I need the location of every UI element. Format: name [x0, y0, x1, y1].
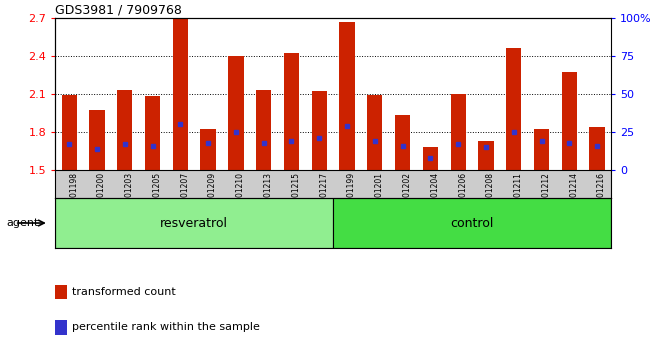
Bar: [506, 48, 521, 170]
Text: resveratrol: resveratrol: [160, 217, 228, 229]
Bar: [333, 198, 611, 248]
Text: GSM801211: GSM801211: [514, 172, 523, 218]
Text: GSM801215: GSM801215: [291, 172, 300, 218]
Text: percentile rank within the sample: percentile rank within the sample: [72, 322, 259, 332]
Text: GSM801213: GSM801213: [264, 172, 272, 218]
Bar: [284, 53, 299, 170]
Bar: [311, 91, 327, 170]
Text: control: control: [450, 217, 494, 229]
Bar: [422, 147, 438, 170]
Bar: [534, 129, 549, 170]
Text: GSM801203: GSM801203: [125, 172, 134, 218]
Bar: [367, 95, 382, 170]
Text: GSM801205: GSM801205: [153, 172, 161, 218]
Bar: [117, 90, 133, 170]
Text: GSM801208: GSM801208: [486, 172, 495, 218]
Text: GSM801200: GSM801200: [97, 172, 106, 218]
Bar: [339, 22, 355, 170]
Bar: [62, 95, 77, 170]
Bar: [478, 141, 493, 170]
Text: GSM801198: GSM801198: [69, 172, 78, 218]
Bar: [590, 127, 605, 170]
Text: GSM801206: GSM801206: [458, 172, 467, 218]
Bar: [200, 129, 216, 170]
Text: GSM801216: GSM801216: [597, 172, 606, 218]
Text: GSM801214: GSM801214: [569, 172, 578, 218]
Text: GSM801202: GSM801202: [402, 172, 411, 218]
Text: GSM801204: GSM801204: [430, 172, 439, 218]
Text: GDS3981 / 7909768: GDS3981 / 7909768: [55, 4, 182, 17]
Bar: [450, 94, 466, 170]
Bar: [228, 56, 244, 170]
Bar: [173, 18, 188, 170]
Bar: [89, 110, 105, 170]
Text: GSM801209: GSM801209: [208, 172, 217, 218]
Bar: [256, 90, 271, 170]
Text: transformed count: transformed count: [72, 287, 176, 297]
Text: GSM801201: GSM801201: [375, 172, 383, 218]
Bar: [395, 115, 410, 170]
Bar: [562, 72, 577, 170]
Text: GSM801207: GSM801207: [180, 172, 189, 218]
Text: GSM801217: GSM801217: [319, 172, 328, 218]
Text: GSM801210: GSM801210: [236, 172, 245, 218]
Text: GSM801212: GSM801212: [541, 172, 551, 218]
Bar: [145, 96, 160, 170]
Text: agent: agent: [6, 218, 39, 228]
Text: GSM801199: GSM801199: [347, 172, 356, 218]
Bar: [55, 198, 333, 248]
